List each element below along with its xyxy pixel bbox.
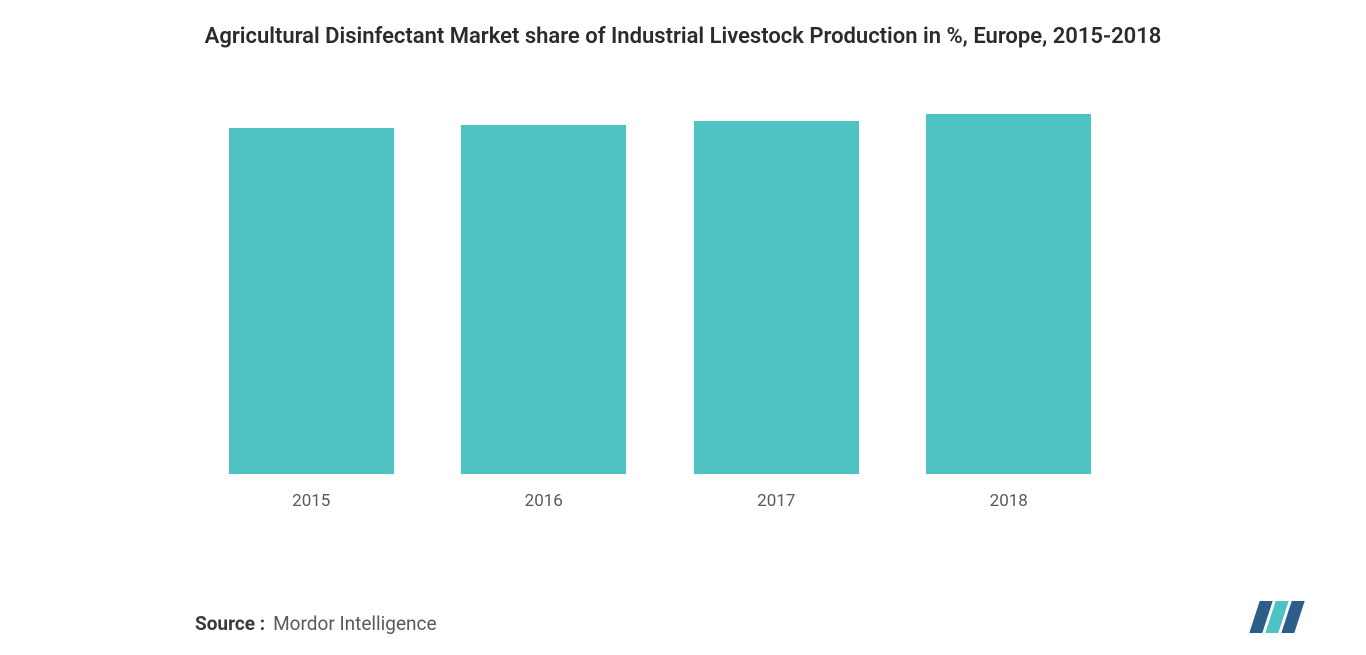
x-axis-label: 2015: [195, 491, 428, 511]
bar-slot: [428, 115, 661, 474]
mordor-logo-icon: [1247, 597, 1311, 637]
source-attribution: Source : Mordor Intelligence: [195, 612, 437, 635]
bar-2018: [926, 114, 1091, 474]
bar-slot: [660, 115, 893, 474]
bar-group: [195, 115, 1125, 475]
x-axis-label: 2017: [660, 491, 893, 511]
source-label: Source :: [195, 612, 265, 635]
bar-2015: [229, 128, 394, 474]
bar-2016: [461, 125, 626, 474]
x-axis-label: 2018: [893, 491, 1126, 511]
chart-title: Agricultural Disinfectant Market share o…: [0, 0, 1366, 52]
chart-plot-area: 2015 2016 2017 2018: [195, 115, 1125, 475]
bar-2017: [694, 121, 859, 474]
bar-slot: [893, 115, 1126, 474]
bar-slot: [195, 115, 428, 474]
source-value: Mordor Intelligence: [273, 612, 436, 635]
x-axis: 2015 2016 2017 2018: [195, 491, 1125, 511]
x-axis-label: 2016: [428, 491, 661, 511]
